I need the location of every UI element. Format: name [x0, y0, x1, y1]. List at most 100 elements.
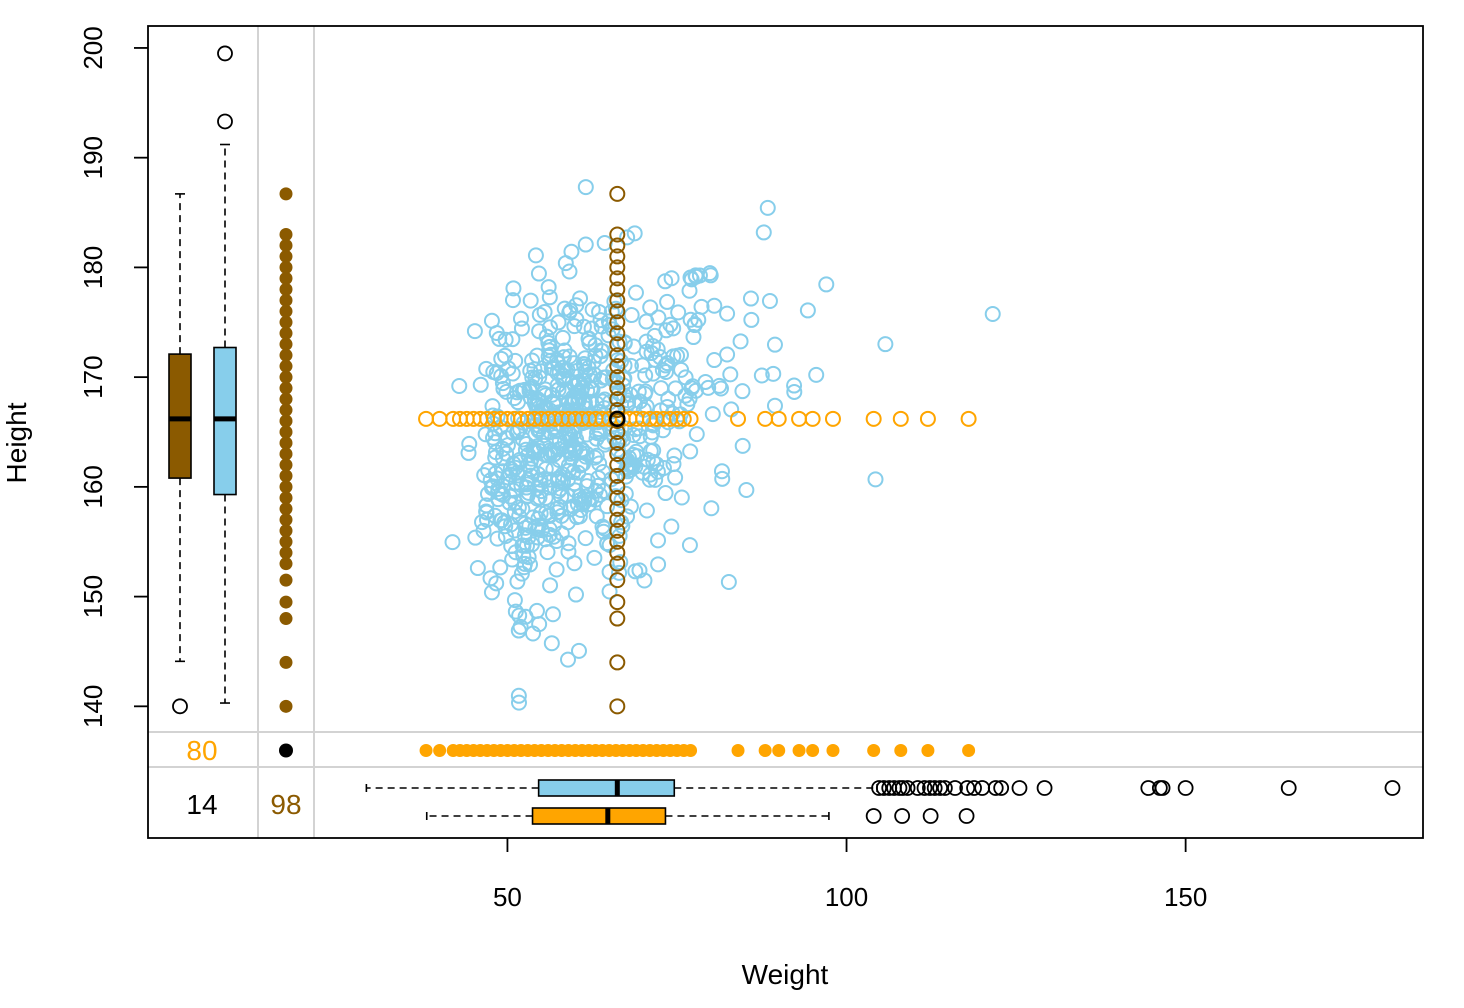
margin-height-missing-point	[921, 744, 935, 757]
observed-point	[474, 514, 491, 531]
observed-point	[601, 583, 618, 600]
observed-point	[625, 457, 642, 474]
margin-weight-missing-point	[279, 381, 293, 395]
observed-point	[636, 572, 653, 589]
observed-point	[577, 236, 594, 253]
observed-point	[620, 449, 637, 466]
observed-point	[630, 383, 647, 400]
observed-point	[755, 224, 772, 241]
imputed-height-point	[609, 511, 626, 528]
observed-point	[556, 342, 573, 359]
observed-point	[599, 535, 616, 552]
observed-point	[504, 292, 521, 309]
observed-point	[541, 507, 558, 524]
observed-point	[513, 320, 530, 337]
observed-point	[520, 456, 537, 473]
observed-point	[505, 280, 522, 297]
observed-point	[637, 383, 654, 400]
observed-point	[542, 446, 559, 463]
imputed-height-point	[609, 544, 626, 561]
observed-point	[719, 346, 736, 363]
observed-point	[541, 471, 558, 488]
observed-point	[512, 618, 529, 635]
observed-point	[531, 306, 548, 323]
imputed-height-point	[609, 594, 626, 611]
observed-point	[706, 352, 723, 369]
observed-point	[666, 447, 683, 464]
observed-point	[642, 299, 659, 316]
observed-point	[588, 430, 605, 447]
margin-weight-missing-point	[279, 227, 293, 241]
observed-point	[531, 489, 548, 506]
margin-weight-missing-point	[279, 282, 293, 296]
observed-point	[753, 367, 770, 384]
observed-point	[611, 564, 628, 581]
observed-point	[531, 323, 548, 340]
x-tick-label: 50	[493, 882, 522, 912]
observed-point	[549, 470, 566, 487]
observed-point	[543, 635, 560, 652]
margin-height-missing-point	[894, 744, 908, 757]
observed-point	[552, 499, 569, 516]
observed-point	[734, 437, 751, 454]
margin-weight-missing-point	[279, 348, 293, 362]
observed-point	[502, 460, 519, 477]
observed-point	[867, 471, 884, 488]
observed-point	[478, 504, 495, 521]
observed-point	[577, 179, 594, 196]
observed-point	[579, 382, 596, 399]
observed-point	[732, 333, 749, 350]
y-tick-label: 200	[78, 26, 108, 69]
observed-point	[607, 488, 624, 505]
weight-box	[537, 779, 676, 797]
observed-point	[647, 471, 664, 488]
observed-point	[542, 577, 559, 594]
margin-height-missing-point	[792, 744, 806, 757]
observed-point	[631, 428, 648, 445]
weight-box-outlier	[916, 780, 933, 796]
imputed-height-point	[609, 303, 626, 320]
observed-point	[560, 651, 577, 668]
margin-weight-missing-point	[279, 326, 293, 340]
observed-point	[571, 508, 588, 525]
observed-point	[565, 437, 582, 454]
observed-point	[553, 507, 570, 524]
imputed-height-point	[609, 226, 626, 243]
observed-point	[690, 311, 707, 328]
imputed-height-point	[609, 467, 626, 484]
observed-point	[623, 307, 640, 324]
y-axis-title: Height	[1, 402, 32, 483]
observed-point	[713, 463, 730, 480]
observed-point	[540, 334, 557, 351]
margin-points	[279, 187, 976, 758]
weight-box-outlier	[966, 780, 982, 796]
count-missing-both: 14	[186, 789, 217, 820]
observed-point	[567, 586, 584, 603]
weight-box-outlier	[1036, 780, 1053, 796]
imputed-height-point	[609, 654, 626, 671]
observed-point	[577, 530, 594, 547]
observed-point	[712, 380, 729, 397]
weight-box-outlier	[958, 808, 975, 824]
observed-point	[657, 363, 674, 380]
observed-point	[510, 499, 527, 516]
observed-point	[545, 395, 562, 412]
observed-point	[544, 606, 561, 623]
margin-weight-missing-point	[279, 699, 293, 713]
x-tick-label: 150	[1164, 882, 1207, 912]
observed-point	[642, 428, 659, 445]
imputed-height-point	[609, 402, 626, 419]
imputed-height-point	[609, 292, 626, 309]
height-box-outlier	[172, 698, 188, 715]
observed-point	[561, 263, 578, 280]
observed-point	[529, 480, 546, 497]
observed-point	[491, 330, 508, 347]
observed-point	[637, 367, 654, 384]
observed-point	[761, 292, 778, 309]
observed-point	[519, 476, 536, 493]
margin-weight-missing-point	[279, 304, 293, 318]
observed-point	[509, 394, 526, 411]
plot-frame	[147, 25, 1424, 839]
margin-weight-missing-point	[279, 546, 293, 560]
